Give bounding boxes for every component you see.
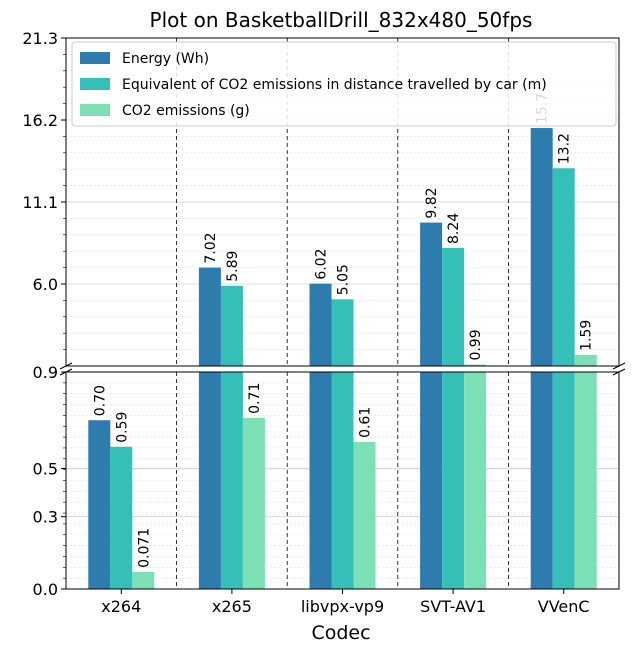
bar-value-label: 0.59 (114, 412, 130, 443)
bar-lower (464, 372, 487, 589)
y-tick-label: 21.3 (22, 29, 58, 48)
bar-value-label: 0.071 (136, 528, 152, 568)
bar-value-label: 5.89 (225, 251, 241, 282)
bar-value-label: 5.05 (336, 264, 352, 295)
bar-value-label: 0.61 (358, 407, 374, 438)
axis-break-mark (612, 362, 626, 370)
bar-value-label: 1.59 (579, 320, 595, 351)
bar-value-label: 0.70 (92, 385, 108, 416)
bar-upper (331, 299, 354, 366)
bar-upper (552, 168, 575, 366)
legend-label: CO2 emissions (g) (122, 103, 250, 119)
bar-value-label: 0.99 (468, 329, 484, 360)
axis-break-mark (59, 362, 73, 370)
x-tick-label: VVenC (538, 597, 590, 616)
bar-lower (530, 372, 553, 589)
bar-value-label: 7.02 (203, 232, 219, 263)
legend-swatch (80, 52, 110, 64)
bar-lower (198, 372, 221, 589)
bar-lower (110, 446, 133, 589)
x-axis-label: Codec (311, 622, 370, 644)
bar-lower (353, 441, 376, 589)
bar-lower (420, 372, 443, 589)
bar-upper (530, 128, 553, 366)
bar-lower (132, 571, 155, 589)
bar-value-label: 8.24 (446, 213, 462, 244)
legend-box (71, 41, 617, 127)
y-tick-label: 0.9 (33, 363, 58, 382)
legend-label: Equivalent of CO2 emissions in distance … (122, 77, 547, 93)
axis-break-gap (64, 366, 621, 372)
bar-lower (442, 372, 465, 589)
y-tick-label: 6.0 (33, 275, 58, 294)
bars: 0.707.026.029.8215.70.595.895.058.2413.2… (88, 93, 597, 589)
bar-value-label: 6.02 (314, 249, 330, 280)
legend: Energy (Wh) Equivalent of CO2 emissions i… (71, 41, 617, 127)
axis-break-mark (612, 368, 626, 376)
legend-label: Energy (Wh) (122, 51, 209, 67)
axes: 6.0 11.1 16.2 21.3 0.0 0.3 0.5 0.9 x264 x265 libvp… (22, 29, 626, 616)
bar-value-label: 0.71 (247, 383, 263, 414)
x-tick-label: x265 (212, 597, 252, 616)
chart-title: Plot on BasketballDrill_832x480_50fps (150, 8, 533, 32)
bar-upper (574, 354, 597, 366)
bar-upper (198, 267, 221, 366)
x-tick-label: libvpx-vp9 (301, 597, 384, 616)
y-tick-label: 16.2 (22, 111, 58, 130)
x-tick-label: SVT-AV1 (420, 597, 486, 616)
bar-upper (220, 285, 243, 366)
bar-upper (464, 364, 487, 366)
bar-lower (242, 417, 265, 589)
legend-swatch (80, 104, 110, 116)
y-tick-label: 0.3 (33, 508, 58, 527)
bar-lower (331, 372, 354, 589)
bar-lower (574, 372, 597, 589)
bar-upper (309, 283, 332, 366)
bar-value-label: 13.2 (557, 133, 573, 164)
x-tick-label: x264 (101, 597, 141, 616)
bar-lower (220, 372, 243, 589)
bar-value-label: 9.82 (424, 187, 440, 218)
y-tick-label: 0.5 (33, 459, 58, 478)
legend-swatch (80, 78, 110, 90)
bar-lower (88, 420, 111, 589)
bar-upper (420, 222, 443, 366)
y-tick-label: 0.0 (33, 580, 58, 599)
bar-lower (309, 372, 332, 589)
bar-upper (442, 247, 465, 366)
y-tick-label: 11.1 (22, 193, 58, 212)
bar-lower (552, 372, 575, 589)
